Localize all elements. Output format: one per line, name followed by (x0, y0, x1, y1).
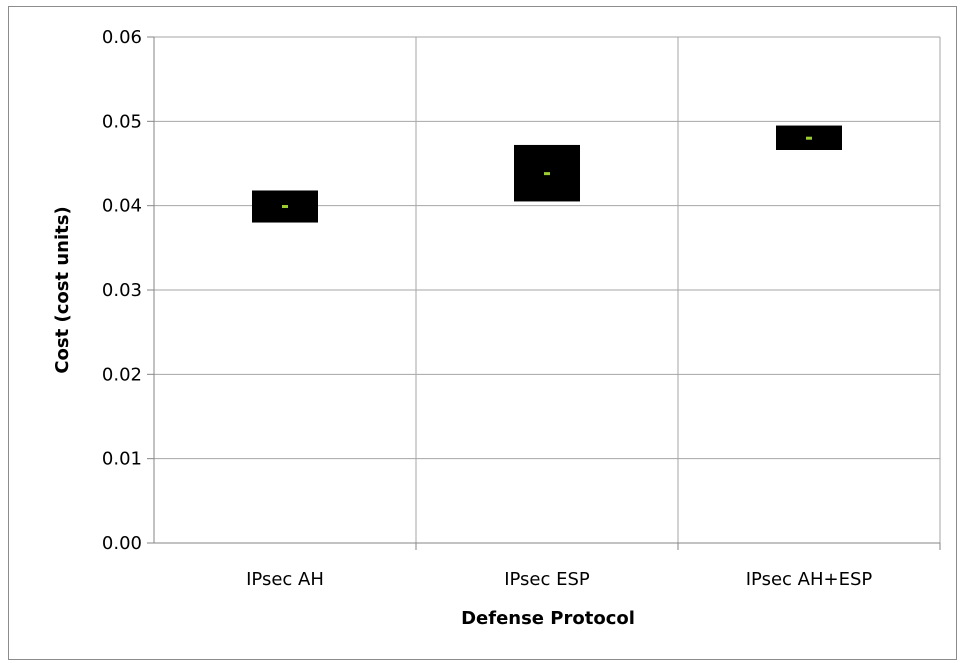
y-axis-title: Cost (cost units) (52, 206, 73, 373)
y-tick-label: 0.04 (102, 196, 142, 217)
y-tick-label: 0.05 (102, 111, 142, 132)
box-layer (252, 125, 842, 223)
median-marker-3 (806, 136, 812, 140)
x-tick-label: IPsec AH (246, 569, 324, 590)
y-tick-label: 0.06 (102, 27, 142, 48)
axis-layer (147, 36, 941, 550)
median-marker-1 (282, 205, 288, 209)
x-tick-labels: IPsec AH IPsec ESP IPsec AH+ESP (246, 569, 872, 590)
median-marker-2 (544, 172, 550, 176)
chart-frame (8, 6, 957, 660)
x-axis-title: Defense Protocol (461, 608, 635, 629)
x-tick-label: IPsec AH+ESP (746, 569, 873, 590)
y-tick-label: 0.00 (102, 533, 142, 554)
y-tick-label: 0.03 (102, 280, 142, 301)
grid-layer (154, 36, 941, 543)
y-tick-label: 0.01 (102, 449, 142, 470)
x-tick-label: IPsec ESP (504, 569, 590, 590)
y-tick-label: 0.02 (102, 364, 142, 385)
y-tick-labels: 0.00 0.01 0.02 0.03 0.04 0.05 0.06 (102, 27, 142, 554)
